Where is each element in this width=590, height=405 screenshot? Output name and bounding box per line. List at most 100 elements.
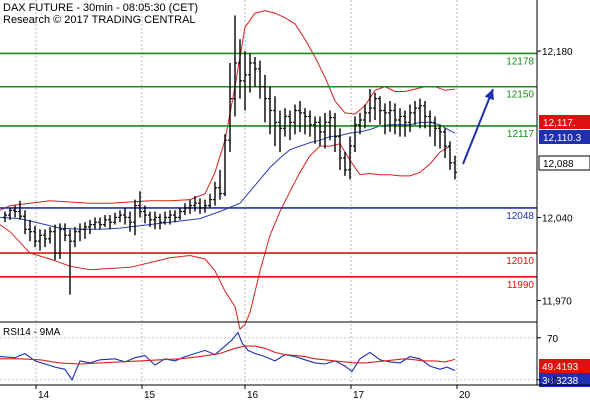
candle: [403, 110, 407, 137]
candle: [413, 100, 417, 125]
candle: [123, 207, 127, 225]
candle: [283, 108, 287, 137]
candle: [443, 128, 447, 159]
candle: [93, 217, 97, 230]
candle: [233, 15, 237, 117]
moving-average-line: [0, 121, 456, 230]
level-label-12010: 12010: [506, 256, 534, 267]
candle: [453, 155, 457, 180]
level-label-12117: 12117: [507, 129, 535, 140]
candle: [243, 51, 247, 111]
candle: [23, 210, 27, 235]
candle: [383, 103, 387, 135]
candle: [378, 96, 382, 125]
candle: [203, 199, 207, 213]
candle: [258, 60, 262, 99]
candle: [98, 217, 102, 230]
candle: [193, 196, 197, 212]
x-tick-label: 20: [459, 390, 471, 400]
rsi-ma-line: [0, 345, 456, 365]
price-tag-bg: [538, 155, 590, 171]
candle: [398, 108, 402, 137]
candle: [358, 112, 362, 135]
y-tick-label: 11,970: [542, 297, 572, 308]
candle: [348, 136, 352, 180]
candle: [288, 110, 292, 141]
candle: [408, 104, 412, 132]
candle: [38, 229, 42, 251]
candle: [108, 215, 112, 230]
rsi-tag-bg: [539, 359, 590, 373]
candle: [338, 128, 342, 170]
candle: [363, 104, 367, 129]
price-tag-label: 12,110.3: [543, 133, 582, 144]
candle: [388, 100, 392, 132]
level-label-12178: 12178: [506, 56, 534, 67]
candle: [323, 112, 327, 149]
candle: [198, 198, 202, 214]
rsi-title: RSI14 - 9MA: [3, 327, 61, 338]
candle: [223, 134, 227, 197]
candle: [33, 225, 37, 248]
level-label-11990: 11990: [507, 280, 535, 291]
candle: [353, 116, 357, 153]
candle: [83, 222, 87, 239]
level-label-12048: 12048: [506, 211, 534, 222]
candle: [448, 141, 452, 170]
candle: [58, 223, 62, 260]
price-tag-label: 12,088: [543, 159, 574, 170]
x-tick-label: 15: [144, 390, 156, 400]
x-tick-label: 17: [353, 390, 365, 400]
candle: [208, 193, 212, 208]
candle: [68, 229, 72, 295]
candle: [148, 211, 152, 227]
candle: [63, 223, 67, 242]
candle: [143, 205, 147, 224]
candle: [103, 215, 107, 227]
candle: [263, 74, 267, 123]
candle: [133, 199, 137, 236]
candle: [88, 219, 92, 235]
candle: [298, 100, 302, 132]
candle: [78, 223, 82, 242]
candle: [188, 199, 192, 214]
candle: [168, 210, 172, 225]
candle: [28, 219, 32, 242]
candle: [253, 57, 257, 87]
candle: [333, 112, 337, 153]
candle: [313, 116, 317, 144]
candle: [173, 210, 177, 223]
rsi-tag-label: 38.8238: [542, 376, 579, 387]
candle: [418, 98, 422, 129]
candle: [238, 39, 242, 99]
candle: [118, 210, 122, 223]
candle: [393, 103, 397, 135]
candle: [128, 211, 132, 232]
candle: [48, 226, 52, 244]
price-tag-bg: [539, 130, 590, 144]
candle: [13, 205, 17, 218]
candle: [423, 100, 427, 129]
rsi-y-tick-label: 70: [547, 334, 559, 345]
y-tick-label: 12,040: [542, 213, 573, 224]
candle: [438, 124, 442, 149]
trend-arrow-shaft: [462, 88, 494, 165]
candle: [158, 213, 162, 230]
candle: [73, 226, 77, 248]
candle: [278, 110, 282, 153]
candle: [318, 116, 322, 147]
candle: [218, 169, 222, 200]
candle: [308, 110, 312, 137]
candle: [8, 207, 12, 220]
rsi-y-tick-label: 30: [547, 376, 559, 387]
candle: [273, 96, 277, 147]
candle: [433, 116, 437, 147]
candle: [428, 110, 432, 137]
candle: [293, 104, 297, 135]
candle: [178, 207, 182, 220]
price-tag-label: 12,117.: [543, 118, 576, 129]
candle: [213, 181, 217, 206]
rsi-tag-label: 49.4193: [542, 362, 579, 373]
